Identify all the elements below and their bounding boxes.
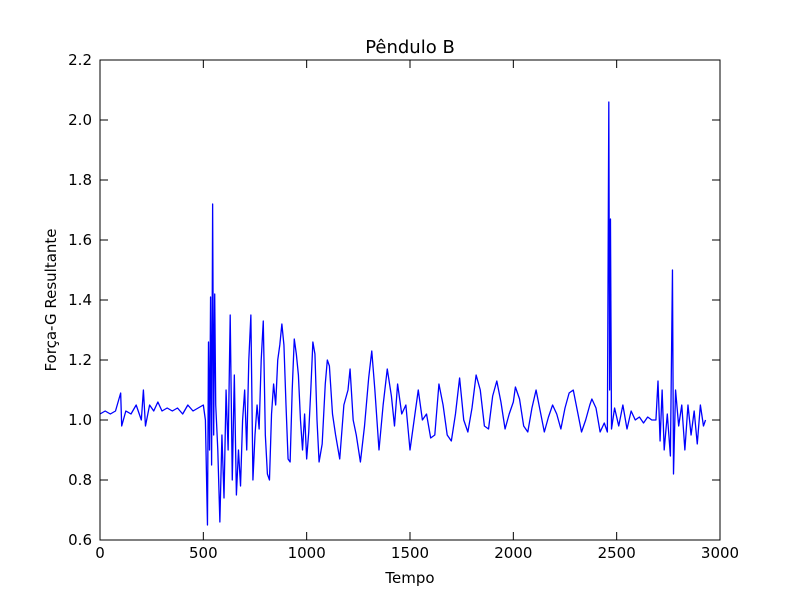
y-tick-label: 1.4	[68, 291, 92, 309]
y-tick-label: 1.6	[68, 231, 92, 249]
y-axis-label: Força-G Resultante	[42, 228, 60, 371]
plot-frame	[99, 59, 721, 541]
y-tick-label: 1.2	[68, 351, 92, 369]
y-tick-label: 2.2	[68, 51, 92, 69]
x-tick-label: 1500	[391, 544, 429, 562]
y-tick-label: 0.6	[68, 531, 92, 549]
chart-title: Pêndulo B	[365, 37, 455, 58]
y-tick-label: 0.8	[68, 471, 92, 489]
data-line	[99, 101, 707, 526]
y-tick-label: 1.8	[68, 171, 92, 189]
x-tick-label: 3000	[701, 544, 739, 562]
x-tick-label: 500	[189, 544, 218, 562]
y-tick-label: 1.0	[68, 411, 92, 429]
x-tick-label: 2500	[598, 544, 636, 562]
x-tick-label: 2000	[494, 544, 532, 562]
x-tick-label: 1000	[288, 544, 326, 562]
x-axis-label: Tempo	[384, 569, 434, 587]
x-tick-label: 0	[95, 544, 105, 562]
y-tick-label: 2.0	[68, 111, 92, 129]
